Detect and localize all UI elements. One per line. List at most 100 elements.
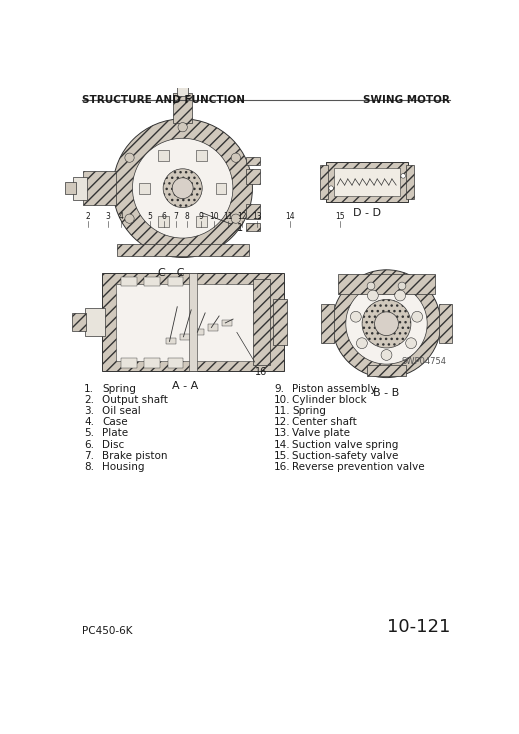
Bar [273,299,287,345]
Circle shape [406,338,417,349]
Text: 11: 11 [223,211,233,220]
Text: Spring: Spring [102,384,136,393]
Circle shape [329,186,333,191]
Text: 1: 1 [201,212,243,233]
Text: 2: 2 [86,211,90,220]
Text: Case: Case [102,417,128,427]
Text: 15.: 15. [274,451,291,461]
Bar [84,171,116,205]
Bar [72,313,86,331]
Circle shape [395,290,405,301]
Text: 8.: 8. [84,462,94,472]
Text: 7: 7 [173,211,178,220]
Text: Oil seal: Oil seal [102,406,141,416]
Text: 14: 14 [285,211,294,220]
Text: 10.: 10. [274,395,291,405]
Circle shape [375,312,399,335]
Circle shape [367,282,375,290]
Text: Piston assembly: Piston assembly [292,384,376,393]
Bar [144,277,160,286]
Text: Housing: Housing [102,462,145,472]
Text: 9: 9 [198,211,203,220]
Text: 16: 16 [237,333,267,377]
Text: 3: 3 [105,211,110,220]
Circle shape [125,214,134,223]
Circle shape [132,138,233,238]
Bar [321,305,334,343]
Text: Suction-safety valve: Suction-safety valve [292,451,398,461]
Text: 6: 6 [161,211,167,220]
Bar [196,150,207,161]
Bar [158,216,169,227]
Circle shape [113,119,252,258]
Text: 12: 12 [237,211,247,220]
Text: C - C: C - C [158,268,184,278]
Circle shape [178,244,187,254]
Bar [117,244,249,256]
Text: 7.: 7. [84,451,94,461]
Text: 12.: 12. [274,417,291,427]
Bar [320,165,328,199]
Bar [222,320,231,326]
Circle shape [381,349,392,360]
Bar [116,283,263,360]
Bar [139,183,150,194]
Bar [196,216,207,227]
Text: 4: 4 [119,211,124,220]
Bar [338,274,435,294]
Circle shape [163,169,202,208]
Text: 9.: 9. [274,384,284,393]
Bar [167,338,176,344]
Text: STRUCTURE AND FUNCTION: STRUCTURE AND FUNCTION [82,95,245,105]
Bar [180,334,189,340]
Text: 14.: 14. [274,440,291,450]
Bar [144,358,160,368]
Circle shape [178,123,187,132]
Bar [158,150,169,161]
Bar [439,305,452,343]
Circle shape [125,153,134,162]
Circle shape [231,214,240,223]
Bar [326,162,408,202]
Circle shape [350,311,361,322]
Text: Cylinder block: Cylinder block [292,395,366,405]
Circle shape [357,338,367,349]
Text: 1.: 1. [84,384,94,393]
Text: 5: 5 [148,211,153,220]
Text: A - A: A - A [172,382,198,391]
Circle shape [231,153,240,162]
Text: 4.: 4. [84,417,94,427]
Bar [367,366,406,376]
Text: SWP04754: SWP04754 [401,357,446,366]
Bar [121,277,136,286]
Text: SWING MOTOR: SWING MOTOR [363,95,450,105]
Text: 8: 8 [185,211,190,220]
Circle shape [346,283,427,364]
Bar [73,177,87,200]
Text: Suction valve spring: Suction valve spring [292,440,398,450]
Text: Center shaft: Center shaft [292,417,357,427]
Bar [246,169,260,184]
Circle shape [332,270,441,377]
Text: 13: 13 [252,211,262,220]
Bar [65,182,76,195]
Bar [246,157,260,165]
Bar [102,273,284,371]
Bar [194,329,203,335]
Bar [85,308,105,336]
Bar [246,203,260,219]
Text: Output shaft: Output shaft [102,395,168,405]
Text: 10: 10 [209,211,218,220]
Text: D - D: D - D [353,208,381,218]
Text: B - B: B - B [373,388,400,398]
Text: 16.: 16. [274,462,291,472]
Text: 11.: 11. [274,406,291,416]
Bar [334,168,400,196]
Bar [246,223,260,230]
Circle shape [401,173,405,178]
Bar [253,279,270,366]
Text: Disc: Disc [102,440,125,450]
Text: 13.: 13. [274,429,291,438]
Text: Reverse prevention valve: Reverse prevention valve [292,462,425,472]
Text: 6.: 6. [84,440,94,450]
